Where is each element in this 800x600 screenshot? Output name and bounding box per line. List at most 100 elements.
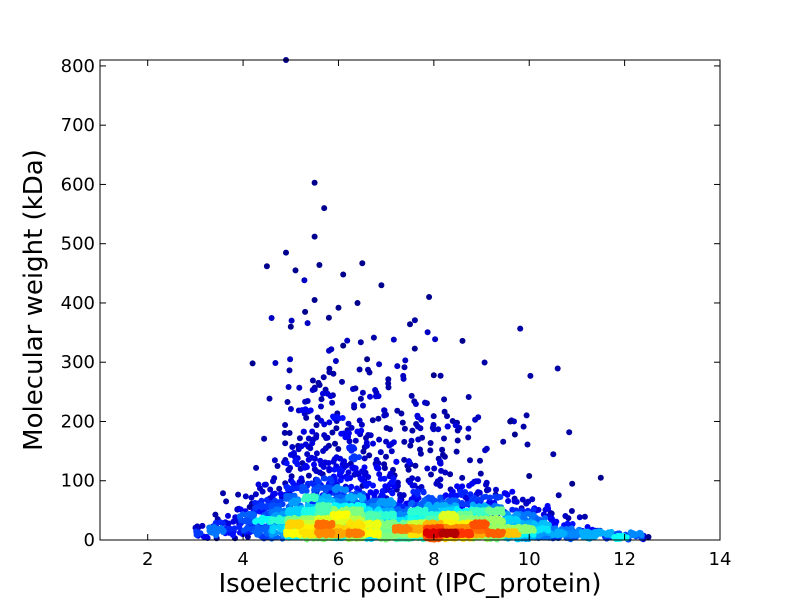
scatter-point — [386, 442, 393, 449]
scatter-point — [409, 427, 416, 434]
scatter-point — [538, 526, 545, 533]
scatter-point — [482, 447, 489, 454]
scatter-point — [638, 532, 645, 539]
scatter-point — [298, 443, 305, 450]
scatter-point — [432, 336, 439, 343]
scatter-point — [304, 320, 311, 327]
scatter-point — [509, 506, 516, 513]
scatter-point — [309, 440, 316, 447]
y-tick-label: 700 — [61, 115, 95, 136]
scatter-point — [398, 410, 405, 417]
scatter-point — [266, 395, 273, 402]
scatter-point — [285, 520, 292, 527]
scatter-point — [274, 506, 281, 513]
scatter-point — [271, 457, 278, 464]
scatter-point — [232, 517, 239, 524]
scatter-point — [300, 428, 307, 435]
outlier-point — [335, 304, 342, 311]
scatter-point — [330, 413, 336, 420]
scatter-point — [241, 517, 248, 524]
scatter-point — [305, 435, 312, 442]
scatter-point — [235, 491, 242, 498]
outlier-point — [311, 233, 318, 240]
outlier-point — [359, 260, 366, 267]
scatter-point — [313, 434, 320, 441]
scatter-point — [248, 494, 255, 501]
outlier-point — [569, 480, 576, 487]
scatter-point — [441, 408, 448, 415]
x-axis: 2 4 6 8 10 12 14 — [142, 60, 731, 570]
scatter-point — [489, 516, 496, 523]
scatter-point — [375, 532, 382, 539]
outlier-point — [311, 179, 318, 186]
outlier-point — [645, 534, 652, 540]
scatter-point — [225, 512, 231, 519]
scatter-point — [309, 428, 316, 435]
scatter-point — [283, 460, 290, 467]
scatter-point — [339, 415, 346, 421]
scatter-point — [282, 440, 289, 447]
scatter-point — [361, 455, 368, 462]
scatter-point — [405, 466, 412, 473]
scatter-point — [375, 415, 382, 422]
outlier-point — [430, 372, 437, 379]
scatter-point — [269, 525, 276, 532]
outlier-point — [526, 473, 533, 479]
scatter-point — [410, 488, 417, 495]
outlier-point — [287, 323, 294, 330]
scatter-point — [379, 488, 386, 495]
scatter-point — [390, 501, 397, 507]
scatter-point — [435, 426, 442, 433]
scatter-point — [434, 478, 441, 485]
scatter-point — [562, 513, 569, 519]
scatter-point — [333, 425, 340, 432]
scatter-point — [307, 495, 314, 502]
scatter-point — [346, 532, 353, 539]
scatter-point — [329, 429, 336, 436]
scatter-point — [447, 512, 454, 519]
scatter-point — [385, 499, 392, 506]
scatter-point — [349, 464, 356, 471]
scatter-point — [377, 449, 384, 456]
scatter-point — [584, 524, 591, 530]
scatter-point — [472, 416, 479, 423]
scatter-point — [439, 502, 446, 509]
scatter-point — [401, 438, 408, 445]
scatter-point — [477, 496, 484, 503]
scatter-point — [360, 448, 367, 455]
scatter-point — [520, 423, 527, 430]
scatter-point — [304, 451, 311, 458]
scatter-point — [422, 506, 429, 513]
scatter-point — [291, 451, 297, 457]
scatter-point — [357, 395, 364, 402]
scatter-point — [407, 479, 414, 486]
y-tick-label: 200 — [61, 411, 95, 432]
scatter-point — [401, 364, 408, 371]
scatter-point — [359, 522, 366, 529]
scatter-point — [311, 466, 318, 473]
outlier-point — [378, 282, 385, 289]
scatter-point — [274, 463, 281, 469]
scatter-point — [195, 529, 201, 536]
scatter-point — [361, 464, 368, 471]
scatter-point — [387, 426, 393, 433]
scatter-point — [351, 456, 358, 463]
scatter-point — [268, 504, 275, 511]
scatter-point — [317, 457, 324, 464]
scatter-point — [352, 437, 359, 444]
scatter-point — [324, 504, 331, 511]
scatter-point — [277, 490, 284, 497]
scatter-point — [267, 486, 274, 493]
scatter-point — [344, 475, 351, 482]
scatter-point — [376, 436, 383, 443]
scatter-point — [427, 440, 434, 446]
scatter-point — [487, 494, 494, 501]
scatter-point — [390, 439, 397, 446]
scatter-point — [499, 518, 506, 525]
scatter-point — [337, 477, 344, 484]
outlier-point — [340, 271, 347, 278]
scatter-point — [475, 489, 482, 496]
scatter-point — [287, 406, 294, 412]
scatter-point — [417, 425, 424, 432]
